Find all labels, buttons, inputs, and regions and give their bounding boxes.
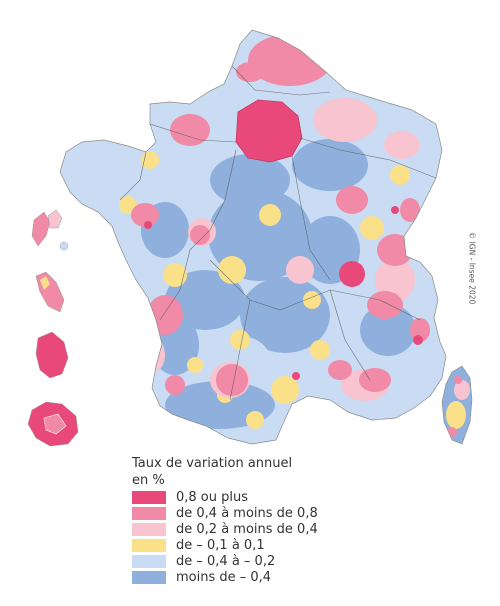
guyane-inset	[35, 331, 69, 379]
legend-swatch	[132, 523, 166, 536]
guadeloupe-inset	[31, 209, 69, 251]
martinique-inset	[35, 271, 65, 313]
legend-label: de – 0,4 à – 0,2	[176, 554, 276, 569]
legend-swatch	[132, 555, 166, 568]
legend-label: 0,8 ou plus	[176, 490, 249, 505]
legend-title: Taux de variation annuel	[132, 456, 293, 471]
legend-swatch	[132, 507, 166, 520]
copyright-credit: © IGN - Insee 2020	[467, 231, 477, 305]
legend-item-08-plus: 0,8 ou plus	[132, 490, 472, 505]
legend-label: de 0,2 à moins de 0,4	[176, 522, 318, 537]
legend-swatch	[132, 571, 166, 584]
legend-label: de 0,4 à moins de 0,8	[176, 506, 318, 521]
choropleth-map	[27, 29, 473, 447]
mainland-france	[59, 29, 447, 445]
legend-item-02-04: de 0,2 à moins de 0,4	[132, 522, 472, 537]
map-legend: Taux de variation annuel en % 0,8 ou plu…	[132, 455, 472, 585]
legend-label: moins de – 0,4	[176, 570, 272, 585]
legend-item-below-minus-04: moins de – 0,4	[132, 570, 472, 585]
legend-label: de – 0,1 à 0,1	[176, 538, 265, 553]
legend-swatch	[132, 539, 166, 552]
legend-item-minus-04-02: de – 0,4 à – 0,2	[132, 554, 472, 569]
legend-item-04-08: de 0,4 à moins de 0,8	[132, 506, 472, 521]
legend-items: 0,8 ou plus de 0,4 à moins de 0,8 de 0,2…	[132, 490, 472, 585]
corsica	[441, 365, 473, 445]
legend-unit: en %	[132, 473, 165, 488]
legend-item-stable: de – 0,1 à 0,1	[132, 538, 472, 553]
legend-swatch	[132, 491, 166, 504]
reunion-inset	[27, 401, 79, 447]
